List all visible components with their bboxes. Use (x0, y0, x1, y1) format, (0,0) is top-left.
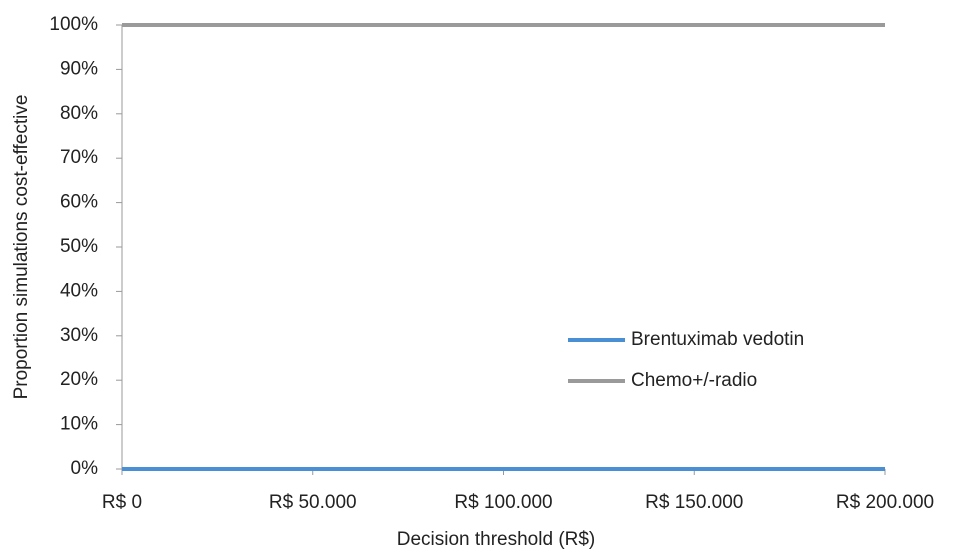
y-tick-label: 20% (60, 369, 98, 390)
y-tick-label: 90% (60, 58, 98, 79)
y-tick-label: 10% (60, 414, 98, 435)
x-axis-label: Decision threshold (R$) (397, 529, 596, 550)
x-tick-label: R$ 200.000 (836, 492, 934, 513)
y-tick-label: 50% (60, 236, 98, 257)
y-tick-label: 60% (60, 192, 98, 213)
y-tick-label: 80% (60, 103, 98, 124)
legend-label: Brentuximab vedotin (631, 329, 804, 350)
y-tick-label: 100% (49, 14, 98, 35)
y-tick-label: 0% (71, 458, 99, 479)
x-tick-label: R$ 100.000 (454, 492, 552, 513)
y-tick-label: 30% (60, 325, 98, 346)
legend-label: Chemo+/-radio (631, 370, 757, 391)
y-axis-label: Proportion simulations cost-effective (11, 95, 32, 400)
x-tick-label: R$ 0 (102, 492, 142, 513)
x-tick-label: R$ 50.000 (269, 492, 357, 513)
y-tick-label: 40% (60, 280, 98, 301)
y-tick-label: 70% (60, 147, 98, 168)
x-tick-label: R$ 150.000 (645, 492, 743, 513)
